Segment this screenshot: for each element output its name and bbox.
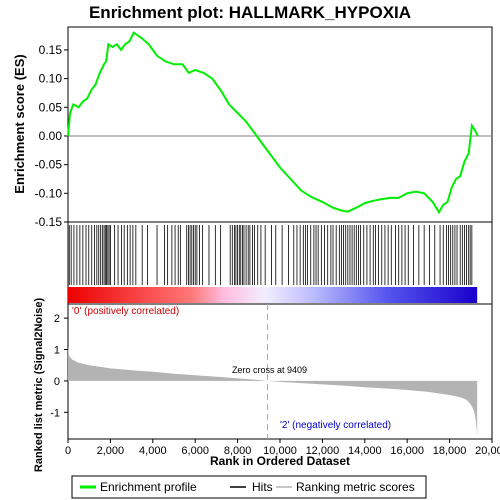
x-tick-label: 4,000 — [139, 445, 167, 457]
es-y-ticks: -0.15 -0.10 -0.05 0.00 0.05 0.10 0.15 — [35, 43, 68, 229]
x-axis-label: Rank in Ordered Dataset — [210, 454, 350, 468]
es-y-tick-label: -0.10 — [35, 186, 63, 200]
x-tick-label: 18,000 — [433, 445, 467, 457]
legend-box — [71, 475, 427, 499]
metric-y-axis-label: Ranked list metric (Signal2Noise) — [33, 298, 45, 473]
x-axis-ticks: 0 2,000 4,000 6,000 8,000 10,000 12,000 14,000 1… — [65, 439, 500, 457]
x-tick-label: 10,000 — [263, 445, 297, 457]
x-tick-label: 6,000 — [181, 445, 209, 457]
x-tick-label: 12,000 — [306, 445, 340, 457]
metric-y-tick-label: 2 — [54, 313, 60, 325]
es-y-tick-label: 0.00 — [39, 129, 63, 143]
x-tick-label: 8,000 — [224, 445, 252, 457]
x-tick-label: 0 — [65, 445, 71, 457]
metric-y-tick-label: 0 — [54, 376, 60, 388]
es-y-tick-label: 0.05 — [39, 100, 63, 114]
es-y-tick-label: 0.15 — [39, 43, 63, 57]
legend: Enrichment profile Hits Ranking metric s… — [71, 475, 427, 499]
hit-lines — [68, 225, 473, 285]
legend-enrichment-label: Enrichment profile — [100, 480, 197, 494]
metric-y-tick-label: -1 — [50, 407, 60, 419]
metric-panel: -1 0 1 2 Zero cross at 9409 '0' (positively… — [33, 298, 493, 473]
hits-panel — [67, 221, 493, 305]
x-tick-label: 2,000 — [97, 445, 125, 457]
es-y-axis-label: Enrichment score (ES) — [12, 54, 27, 193]
x-tick-label: 16,000 — [390, 445, 424, 457]
es-y-tick-label: 0.10 — [39, 72, 63, 86]
legend-hits-label: Hits — [252, 480, 273, 494]
es-y-tick-label: -0.15 — [35, 215, 63, 229]
x-tick-label: 20,000 — [475, 445, 500, 457]
positive-correlation-label: '0' (positively correlated) — [72, 306, 179, 317]
metric-y-ticks: -1 0 1 2 — [50, 313, 68, 419]
legend-metric-label: Ranking metric scores — [296, 480, 415, 494]
es-panel: -0.15 -0.10 -0.05 0.00 0.05 0.10 0.15 Enrichme… — [12, 26, 493, 229]
es-y-tick-label: -0.05 — [35, 158, 63, 172]
chart-title: Enrichment plot: HALLMARK_HYPOXIA — [89, 3, 411, 22]
rank-color-bar — [68, 287, 478, 303]
enrichment-profile-line — [67, 31, 479, 215]
x-tick-label: 14,000 — [348, 445, 382, 457]
es-panel-frame — [67, 26, 493, 223]
zero-cross-label: Zero cross at 9409 — [232, 365, 307, 375]
metric-y-tick-label: 1 — [54, 345, 60, 357]
negative-correlation-label: '2' (negatively correlated) — [280, 420, 391, 431]
